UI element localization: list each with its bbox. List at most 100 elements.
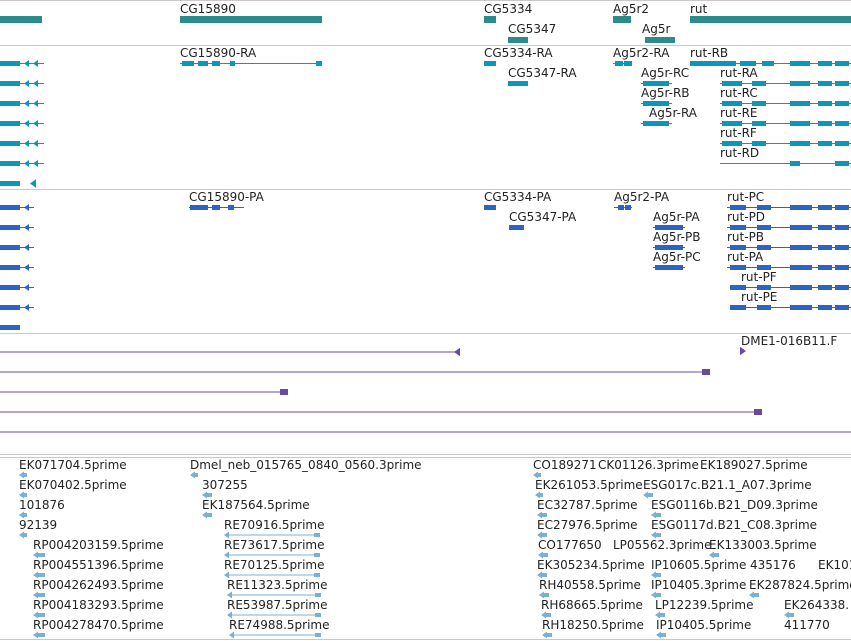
protein-rut-exon[interactable] (730, 245, 746, 250)
transcript-rut-exon[interactable] (818, 81, 832, 86)
est-arrow[interactable] (224, 571, 229, 579)
est-arrow[interactable] (651, 511, 656, 519)
est-label[interactable]: RE70125.5prime (224, 558, 325, 572)
protein-rut-exon[interactable] (730, 305, 746, 310)
transcript-label[interactable]: rut-RC (720, 86, 758, 100)
transcript-label[interactable]: rut-RD (720, 146, 760, 160)
protein-label[interactable]: CG5347-PA (509, 210, 577, 224)
protein-label[interactable]: CG15890-PA (189, 190, 264, 204)
protein-rut-exon[interactable] (835, 225, 849, 230)
gene-glyph[interactable] (690, 16, 851, 23)
transcript-Ag5r-exon[interactable] (643, 101, 669, 106)
protein-glyph[interactable] (0, 325, 20, 330)
transcript-rut-exon[interactable] (835, 141, 849, 146)
protein-rut-exon[interactable] (757, 285, 771, 290)
protein-rut-exon[interactable] (730, 265, 746, 270)
gene-label[interactable]: CG5334 (484, 2, 533, 16)
est-label[interactable]: EK305234.5prime (537, 558, 645, 572)
protein-rut-exon[interactable] (835, 245, 849, 250)
gene-glyph[interactable] (0, 16, 42, 23)
protein-rut-exon[interactable] (835, 265, 849, 270)
transcript-rut-exon[interactable] (790, 141, 810, 146)
est-exon[interactable] (542, 573, 547, 577)
est-label[interactable]: RE73617.5prime (224, 538, 325, 552)
protein-glyph[interactable] (509, 225, 524, 230)
est-label[interactable]: EK10115 (818, 558, 851, 572)
transcript-CG15890-exon[interactable] (316, 61, 322, 66)
protein-Ag5r2-exon[interactable] (625, 205, 631, 210)
est-exon[interactable] (24, 513, 27, 517)
clone-glyph[interactable] (280, 389, 288, 395)
transcript-Ag5r-exon[interactable] (643, 81, 669, 86)
transcript-rut-exon[interactable] (722, 81, 742, 86)
est-label[interactable]: EK133003.5prime (709, 538, 817, 552)
protein-rut-exon[interactable] (790, 205, 812, 210)
transcript-rut-exon[interactable] (722, 141, 742, 146)
transcript-rut-exon[interactable] (790, 121, 810, 126)
est-arrow[interactable] (643, 491, 648, 499)
est-exon[interactable] (38, 553, 45, 557)
protein-CG15890-exon[interactable] (228, 205, 234, 210)
est-label[interactable]: CO189271 (533, 458, 597, 472)
transcript-label[interactable]: rut-RE (720, 106, 758, 120)
est-exon[interactable] (38, 633, 45, 637)
protein-glyph[interactable] (0, 305, 20, 310)
protein-rut-exon[interactable] (835, 305, 849, 310)
protein-label[interactable]: CG5334-PA (484, 190, 552, 204)
est-label[interactable]: IP10605.5prime (651, 558, 747, 572)
est-label[interactable]: EK264338. (784, 598, 850, 612)
protein-glyph[interactable] (0, 225, 20, 230)
transcript-rut-exon[interactable] (835, 161, 849, 166)
transcript-label[interactable]: rut-RF (720, 126, 757, 140)
protein-label[interactable]: Ag5r-PB (653, 230, 701, 244)
transcript-CG15890-exon[interactable] (230, 61, 235, 66)
est-arrow[interactable] (539, 591, 544, 599)
protein-rut-exon[interactable] (818, 205, 832, 210)
est-exon[interactable] (789, 613, 794, 617)
protein-label[interactable]: Ag5r2-PA (614, 190, 670, 204)
est-arrow[interactable] (784, 611, 789, 619)
est-label[interactable]: EC32787.5prime (537, 498, 638, 512)
clone-arrow[interactable] (454, 347, 460, 357)
transcript-rut-exon[interactable] (740, 61, 756, 66)
transcript-glyph[interactable] (0, 161, 20, 166)
transcript-label[interactable]: CG15890-RA (180, 46, 257, 60)
est-label[interactable]: EK287824.5prime (749, 578, 851, 592)
est-label[interactable]: EK071704.5prime (19, 458, 127, 472)
est-arrow[interactable] (202, 511, 207, 519)
protein-rut-exon[interactable] (818, 225, 832, 230)
transcript-rut-exon[interactable] (790, 161, 800, 166)
est-exon[interactable] (656, 593, 661, 597)
est-exon[interactable] (315, 593, 321, 597)
est-arrow[interactable] (33, 551, 38, 559)
protein-Ag5r-exon[interactable] (655, 245, 683, 250)
clone-glyph[interactable] (754, 409, 762, 415)
protein-glyph[interactable] (484, 205, 496, 210)
est-label[interactable]: 435176 (750, 558, 796, 572)
transcript-rut-exon[interactable] (752, 141, 766, 146)
protein-rut-exon[interactable] (790, 285, 812, 290)
protein-label[interactable]: Ag5r-PA (653, 210, 700, 224)
est-arrow[interactable] (542, 631, 547, 639)
est-arrow[interactable] (19, 491, 24, 499)
est-arrow[interactable] (33, 611, 38, 619)
transcript-label[interactable]: rut-RB (690, 46, 729, 60)
transcript-glyph[interactable] (0, 121, 20, 126)
est-arrow[interactable] (33, 631, 38, 639)
protein-rut-exon[interactable] (818, 265, 832, 270)
est-arrow[interactable] (227, 611, 232, 619)
protein-rut-exon[interactable] (818, 305, 832, 310)
transcript-glyph[interactable] (0, 61, 20, 66)
protein-glyph[interactable] (0, 285, 20, 290)
transcript-glyph[interactable] (0, 101, 20, 106)
est-exon[interactable] (24, 473, 27, 477)
est-label[interactable]: EK070402.5prime (19, 478, 127, 492)
est-exon[interactable] (543, 553, 548, 557)
protein-rut-exon[interactable] (818, 285, 832, 290)
est-exon[interactable] (38, 593, 45, 597)
transcript-rut-exon[interactable] (835, 121, 849, 126)
transcript-rut-exon[interactable] (818, 101, 832, 106)
transcript-Ag5r2-exon[interactable] (624, 61, 632, 66)
est-arrow[interactable] (224, 551, 229, 559)
gene-glyph[interactable] (180, 16, 322, 23)
